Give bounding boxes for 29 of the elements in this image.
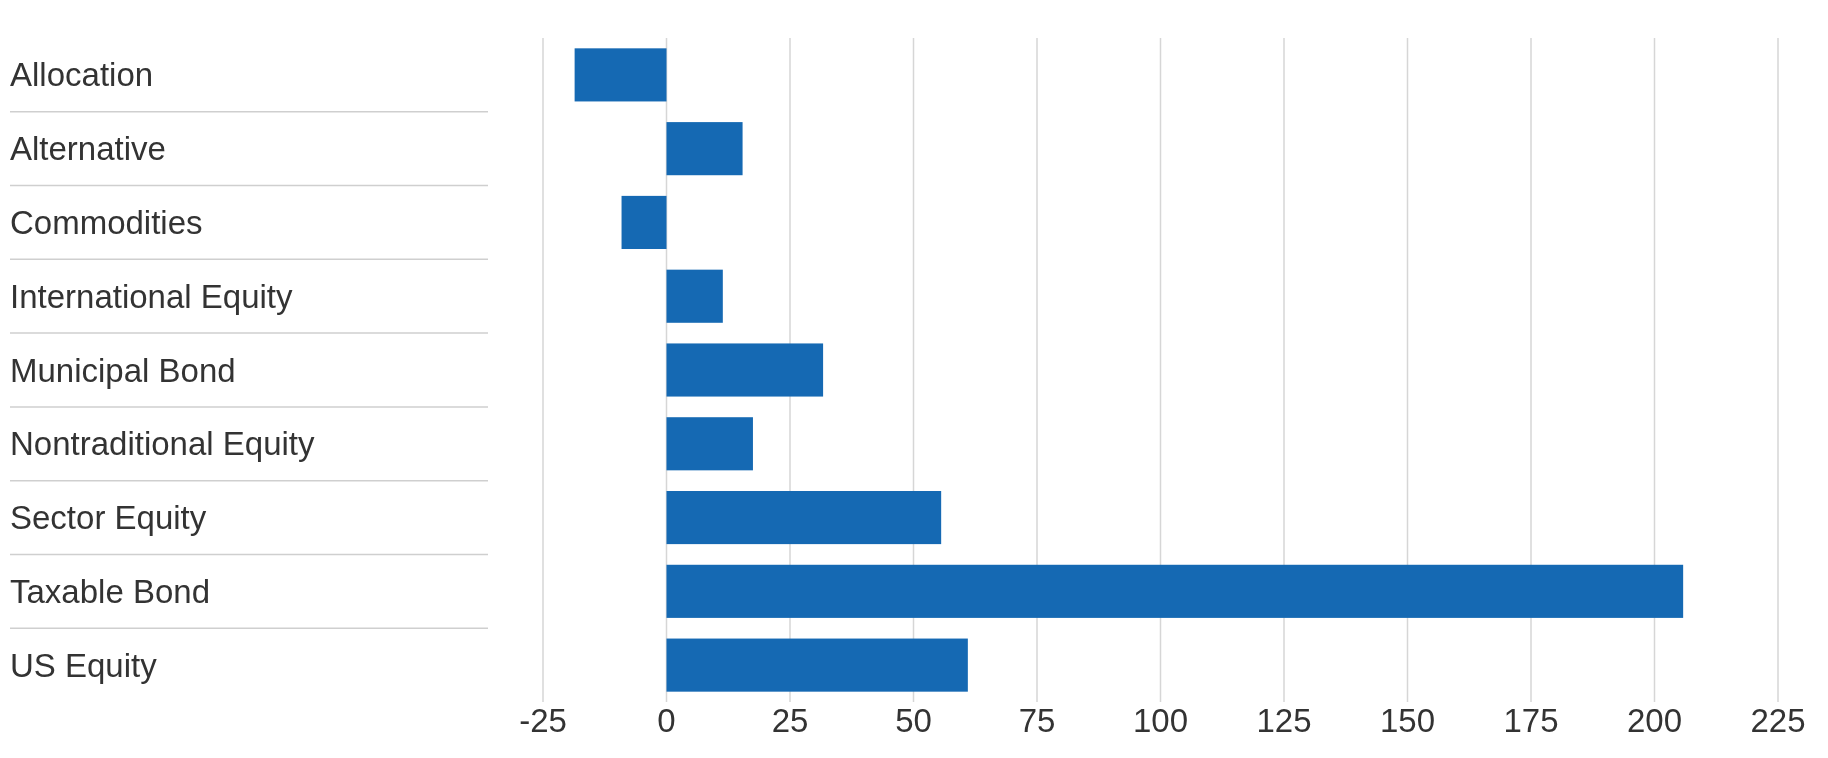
y-tick-label: Commodities <box>10 203 203 241</box>
y-tick-label: Sector Equity <box>10 499 207 537</box>
y-tick-label: Alternative <box>10 130 166 168</box>
x-tick-label: 50 <box>895 702 932 739</box>
x-tick-label: 0 <box>657 702 676 739</box>
x-tick-label: -25 <box>519 702 567 739</box>
y-tick-label: US Equity <box>10 646 158 684</box>
bar <box>666 343 824 397</box>
bar <box>621 195 667 249</box>
bar <box>666 417 753 471</box>
y-tick-label: International Equity <box>10 277 294 315</box>
x-tick-label: 75 <box>1018 702 1056 739</box>
y-tick-label: Allocation <box>10 56 154 94</box>
x-tick-label: 125 <box>1256 702 1312 739</box>
bar <box>666 638 968 692</box>
bar <box>666 269 723 323</box>
y-tick-label: Municipal Bond <box>10 351 236 389</box>
x-tick-label: 100 <box>1132 702 1189 739</box>
x-tick-label: 225 <box>1750 702 1806 739</box>
x-tick-label: 25 <box>771 702 809 739</box>
bar <box>666 564 1684 618</box>
bar <box>666 122 743 176</box>
bar <box>666 491 942 545</box>
x-tick-label: 150 <box>1379 702 1436 739</box>
y-tick-label: Nontraditional Equity <box>10 425 316 463</box>
bar <box>574 48 667 102</box>
x-tick-label: 175 <box>1503 702 1559 739</box>
x-tick-label: 200 <box>1626 702 1683 739</box>
y-tick-label: Taxable Bond <box>10 572 210 610</box>
